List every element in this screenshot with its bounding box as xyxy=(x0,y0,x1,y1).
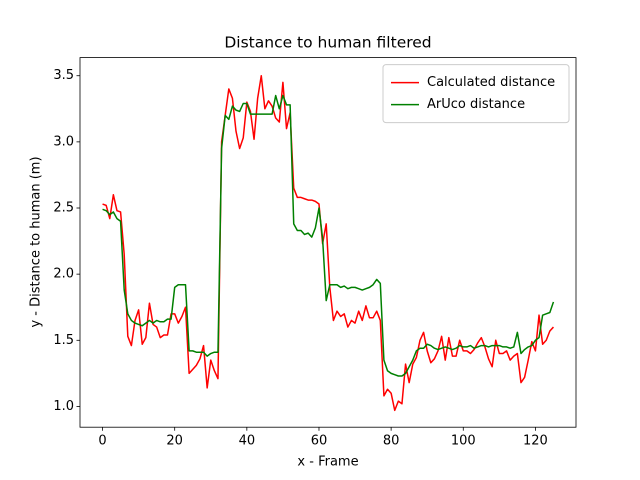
y-tick-label: 3.0 xyxy=(53,134,74,149)
plot-frame xyxy=(79,57,577,428)
x-tick-label: 80 xyxy=(383,434,400,449)
legend-label: ArUco distance xyxy=(427,97,525,112)
chart-title: Distance to human filtered xyxy=(224,34,431,52)
y-tick-label: 1.5 xyxy=(53,333,74,348)
y-tick-label: 3.5 xyxy=(53,68,74,83)
x-tick-label: 120 xyxy=(523,434,548,449)
x-tick-label: 0 xyxy=(98,434,106,449)
legend-label: Calculated distance xyxy=(427,75,555,90)
y-axis-label: y - Distance to human (m) xyxy=(29,156,44,327)
y-tick-label: 1.0 xyxy=(53,399,74,414)
x-tick-label: 40 xyxy=(239,434,256,449)
data-line xyxy=(102,94,555,377)
y-tick-label: 2.5 xyxy=(53,201,74,216)
data-line xyxy=(102,74,555,412)
legend-box xyxy=(382,64,570,124)
y-tick-label: 2.0 xyxy=(53,267,74,282)
x-tick-label: 100 xyxy=(451,434,476,449)
x-axis-label: x - Frame xyxy=(297,455,358,470)
x-tick-label: 60 xyxy=(311,434,328,449)
x-tick-label: 20 xyxy=(166,434,183,449)
